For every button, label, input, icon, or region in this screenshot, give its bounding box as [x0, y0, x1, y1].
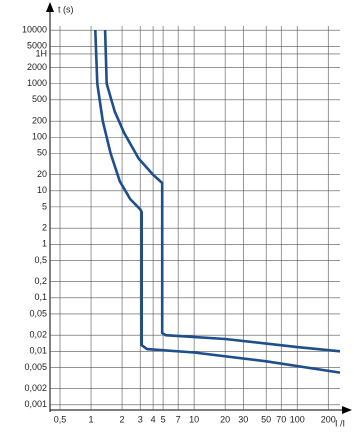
x-tick-label: 3	[138, 414, 143, 424]
x-tick-label: 100	[290, 414, 305, 424]
curve	[94, 30, 341, 374]
y-tick-label: 2000	[27, 62, 47, 72]
x-tick-label: 5	[161, 414, 166, 424]
y-tick-label: 20	[37, 169, 47, 179]
y-tick-label: 10000	[22, 25, 47, 35]
y-axis-label: t (s)	[58, 4, 74, 14]
y-tick-label: 0,05	[29, 308, 47, 318]
y-tick-label: 5000	[27, 41, 47, 51]
y-tick-label: 2	[42, 223, 47, 233]
y-axis-arrow	[46, 2, 54, 12]
y-tick-label: 0,005	[24, 362, 47, 372]
y-tick-label: 100	[32, 132, 47, 142]
x-tick-label: 7	[176, 414, 181, 424]
y-tick-label: 0,002	[24, 383, 47, 393]
x-tick-label: 0,5	[54, 414, 67, 424]
x-axis-arrow	[342, 406, 352, 414]
y-tick-label: 500	[32, 94, 47, 104]
y-tick-label: 0,1	[34, 292, 47, 302]
y-tick-label: 50	[37, 148, 47, 158]
x-tick-label: 30	[238, 414, 248, 424]
y-tick-label: 1	[42, 239, 47, 249]
y-tick-label: 0,5	[34, 255, 47, 265]
y-tick-label: 0,01	[29, 346, 47, 356]
y-tick-label: 1H	[35, 48, 47, 58]
x-axis-label: I /I	[335, 418, 345, 428]
y-tick-label: 10	[37, 185, 47, 195]
x-tick-label: 4	[151, 414, 156, 424]
y-tick-label: 1000	[27, 78, 47, 88]
x-tick-label: 10	[189, 414, 199, 424]
y-tick-label: 0,2	[34, 276, 47, 286]
y-tick-label: 5	[42, 201, 47, 211]
x-tick-label: 70	[276, 414, 286, 424]
x-tick-label: 2	[120, 414, 125, 424]
y-tick-label: 200	[32, 116, 47, 126]
y-tick-label: 0,02	[29, 330, 47, 340]
x-tick-label: 1	[89, 414, 94, 424]
x-tick-label: 20	[220, 414, 230, 424]
curve	[103, 30, 341, 353]
x-tick-label: 200	[321, 414, 336, 424]
x-tick-label: 50	[261, 414, 271, 424]
y-tick-label: 0,001	[24, 399, 47, 409]
